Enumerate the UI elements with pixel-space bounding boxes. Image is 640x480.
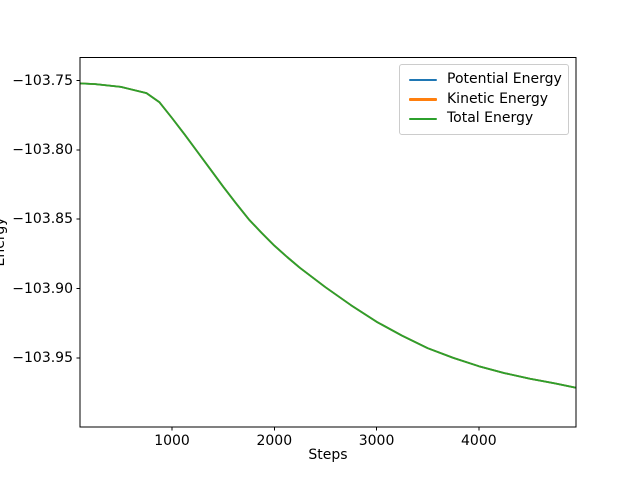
- y-tick-label: −103.90: [12, 280, 73, 297]
- y-tick-label: −103.75: [12, 72, 73, 89]
- legend: Potential Energy Kinetic Energy Total En…: [399, 64, 569, 135]
- legend-line-swatch-total: [409, 117, 437, 120]
- y-tick-label: −103.95: [12, 349, 73, 366]
- y-tick-label: −103.85: [12, 211, 73, 228]
- legend-label-total: Total Energy: [447, 110, 534, 126]
- x-tick-label: 4000: [461, 433, 497, 449]
- legend-label-kinetic: Kinetic Energy: [447, 90, 549, 107]
- x-tick-label: 3000: [358, 433, 395, 449]
- legend-line-swatch-potential: [409, 78, 437, 81]
- x-tick-label: 1000: [154, 433, 190, 449]
- y-axis-label: Energy: [0, 217, 8, 267]
- legend-entry-total-energy: Total Energy: [400, 109, 568, 129]
- axes-frame: [79, 57, 577, 428]
- x-tick-label: 2000: [256, 433, 293, 449]
- legend-label-potential: Potential Energy: [447, 71, 562, 87]
- legend-entry-potential-energy: Potential Energy: [400, 70, 568, 90]
- legend-line-swatch-kinetic: [409, 98, 437, 101]
- series-line-total-energy: [79, 82, 577, 389]
- x-axis-label: Steps: [308, 447, 348, 463]
- y-tick-label: −103.80: [12, 141, 73, 158]
- legend-entry-kinetic-energy: Kinetic Energy: [400, 90, 568, 110]
